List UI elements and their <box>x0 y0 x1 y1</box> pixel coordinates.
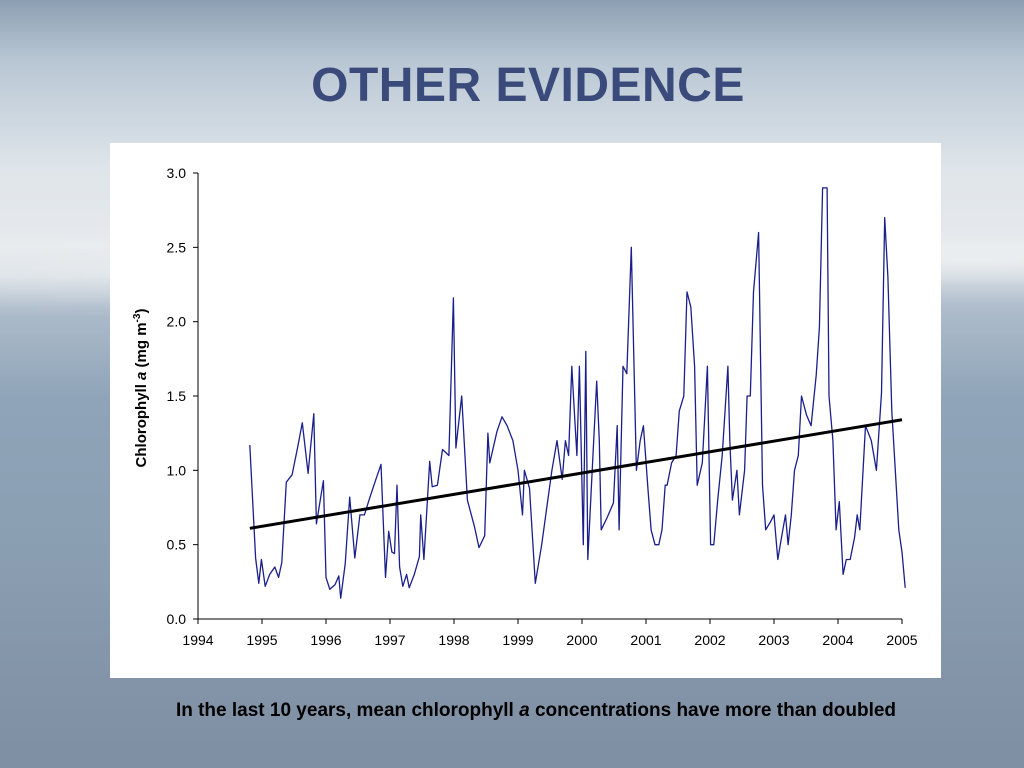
x-tick-label: 1994 <box>182 632 213 648</box>
x-tick-label: 1999 <box>502 632 533 648</box>
y-tick-label: 2.0 <box>167 314 187 330</box>
chart-svg: 0.0 0.5 1.0 1.5 2.0 2.5 3.0 1994 1995 1996 1997 199… <box>132 165 918 648</box>
y-axis-label-part: (mg m <box>133 322 150 371</box>
x-tick-label: 2001 <box>630 632 661 648</box>
slide-title: OTHER EVIDENCE <box>311 59 745 112</box>
x-tick-label: 2003 <box>758 632 789 648</box>
slide-caption: In the last 10 years, mean chlorophyll a… <box>0 700 1024 722</box>
y-tick-label: 3.0 <box>167 165 187 181</box>
x-tick-label: 1998 <box>438 632 469 648</box>
x-tick-label: 2000 <box>566 632 597 648</box>
caption-text-italic: a <box>519 700 530 721</box>
y-tick-label: 1.5 <box>167 388 187 404</box>
chart-trendline <box>249 418 903 530</box>
trend-line <box>249 418 903 530</box>
x-tick-label: 2004 <box>822 632 853 648</box>
x-tick-label: 1995 <box>246 632 277 648</box>
y-axis-label-part: Chlorophyll <box>133 380 150 468</box>
y-tick-label: 1.0 <box>167 462 187 478</box>
caption-text-post: concentrations have more than doubled <box>529 700 897 721</box>
y-tick-label: 0.5 <box>167 537 187 553</box>
chart-axes <box>197 173 902 620</box>
series-line-0 <box>249 187 906 599</box>
caption-text-pre: In the last 10 years, mean chlorophyll <box>175 700 520 721</box>
x-tick-label: 2005 <box>886 632 917 648</box>
y-axis-label-part: -3 <box>132 313 143 322</box>
x-tick-label: 1996 <box>310 632 341 648</box>
chart-series <box>249 187 906 599</box>
x-tick-label: 1997 <box>374 632 405 648</box>
y-tick-label: 0.0 <box>167 611 187 627</box>
chlorophyll-chart: 0.0 0.5 1.0 1.5 2.0 2.5 3.0 1994 1995 1996 1997 199… <box>110 143 941 678</box>
y-tick-label: 2.5 <box>167 239 187 255</box>
chart-ticks: 0.0 0.5 1.0 1.5 2.0 2.5 3.0 1994 1995 1996 1997 199… <box>167 165 918 648</box>
y-axis-label-part: a <box>133 372 150 380</box>
y-axis-label-part: ) <box>133 309 150 314</box>
y-axis-label: Chlorophyll a (mg m-3) <box>132 309 150 468</box>
x-tick-label: 2002 <box>694 632 725 648</box>
